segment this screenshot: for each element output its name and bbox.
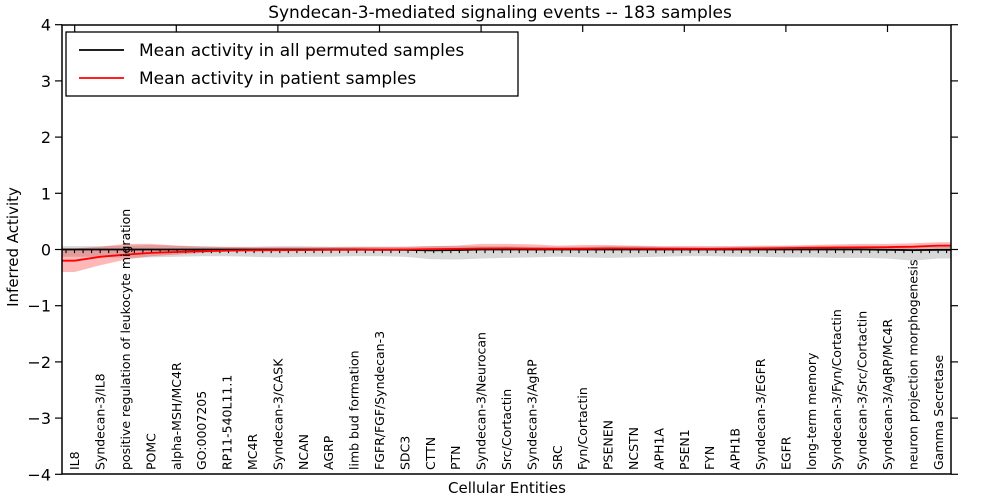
- x-tick-label: MC4R: [245, 434, 260, 470]
- legend-label-patient: Mean activity in patient samples: [139, 69, 416, 89]
- x-tick-label: APH1B: [728, 428, 743, 470]
- y-tick-label: −1: [27, 297, 51, 316]
- x-tick-label: positive regulation of leukocyte migrati…: [118, 209, 133, 470]
- y-tick-label: −3: [27, 409, 51, 428]
- y-tick-label: −4: [27, 465, 51, 484]
- x-tick-label: POMC: [143, 433, 158, 470]
- x-tick-label: NCAN: [296, 434, 311, 470]
- axis-ticks: [55, 24, 958, 475]
- x-tick-label: PSENEN: [601, 420, 616, 470]
- x-tick-label: Syndecan-3/CASK: [270, 358, 285, 470]
- permuted-line-markers: [65, 249, 948, 254]
- plot-frame: [61, 24, 952, 475]
- x-tick-label: long-term memory: [804, 352, 819, 470]
- legend-box: [65, 31, 519, 97]
- y-tick-label: 2: [41, 128, 51, 147]
- x-tick-label: Syndecan-3/EGFR: [753, 358, 768, 470]
- y-tick-label: 1: [41, 184, 51, 203]
- x-tick-label: Fyn/Cortactin: [575, 387, 590, 470]
- x-tick-label: GO:0007205: [194, 391, 209, 470]
- x-tick-label: SDC3: [397, 436, 412, 470]
- x-tick-label: Gamma Secretase: [931, 355, 946, 470]
- x-tick-label: Syndecan-3/AgRP: [524, 359, 539, 470]
- y-tick-label: 3: [41, 72, 51, 91]
- x-tick-label: PSEN1: [677, 429, 692, 470]
- x-tick-label: PTN: [448, 445, 463, 470]
- x-tick-label: SRC: [550, 445, 565, 470]
- x-tick-label: CTTN: [423, 437, 438, 470]
- legend-label-permuted: Mean activity in all permuted samples: [139, 41, 464, 61]
- x-tick-label: RP11-540L11.1: [220, 375, 235, 470]
- x-tick-label: FGFR/FGF/Syndecan-3: [372, 331, 387, 470]
- x-tick-label: Src/Cortactin: [499, 389, 514, 470]
- chart-title: Syndecan-3-mediated signaling events -- …: [268, 3, 732, 23]
- x-tick-label: FYN: [702, 446, 717, 470]
- x-tick-label: Syndecan-3/AgRP/MC4R: [880, 319, 895, 470]
- series-lines: [62, 244, 951, 262]
- x-tick-label: Syndecan-3/Fyn/Cortactin: [829, 309, 844, 470]
- x-axis-label: Cellular Entities: [448, 479, 566, 497]
- x-tick-label: Syndecan-3/IL8: [93, 373, 108, 470]
- x-tick-label: NCSTN: [626, 427, 641, 470]
- mean-line-patient: [62, 244, 951, 262]
- y-axis-label: Inferred Activity: [4, 187, 22, 307]
- x-tick-label: IL8: [67, 451, 82, 470]
- mean-line-permuted: [62, 248, 951, 252]
- y-tick-label: 4: [41, 16, 51, 35]
- confidence-bands: [62, 242, 951, 272]
- x-tick-label: AGRP: [321, 435, 336, 470]
- y-tick-label: 0: [41, 241, 51, 260]
- x-tick-label: neuron projection morphogenesis: [905, 259, 920, 470]
- legend: Mean activity in all permuted samples Me…: [65, 31, 519, 97]
- x-tick-label: alpha-MSH/MC4R: [169, 362, 184, 470]
- x-tick-label: Syndecan-3/Neurocan: [474, 332, 489, 470]
- x-tick-label: limb bud formation: [347, 350, 362, 470]
- axis-tick-labels: −4 −3 −2 −1 0 1 2 3 4 IL8 Syndecan-3/IL8 positive r…: [27, 16, 945, 485]
- x-tick-label: APH1A: [651, 428, 666, 470]
- y-tick-label: −2: [27, 353, 51, 372]
- x-tick-label: EGFR: [778, 436, 793, 470]
- x-tick-label: Syndecan-3/Src/Cortactin: [855, 311, 870, 470]
